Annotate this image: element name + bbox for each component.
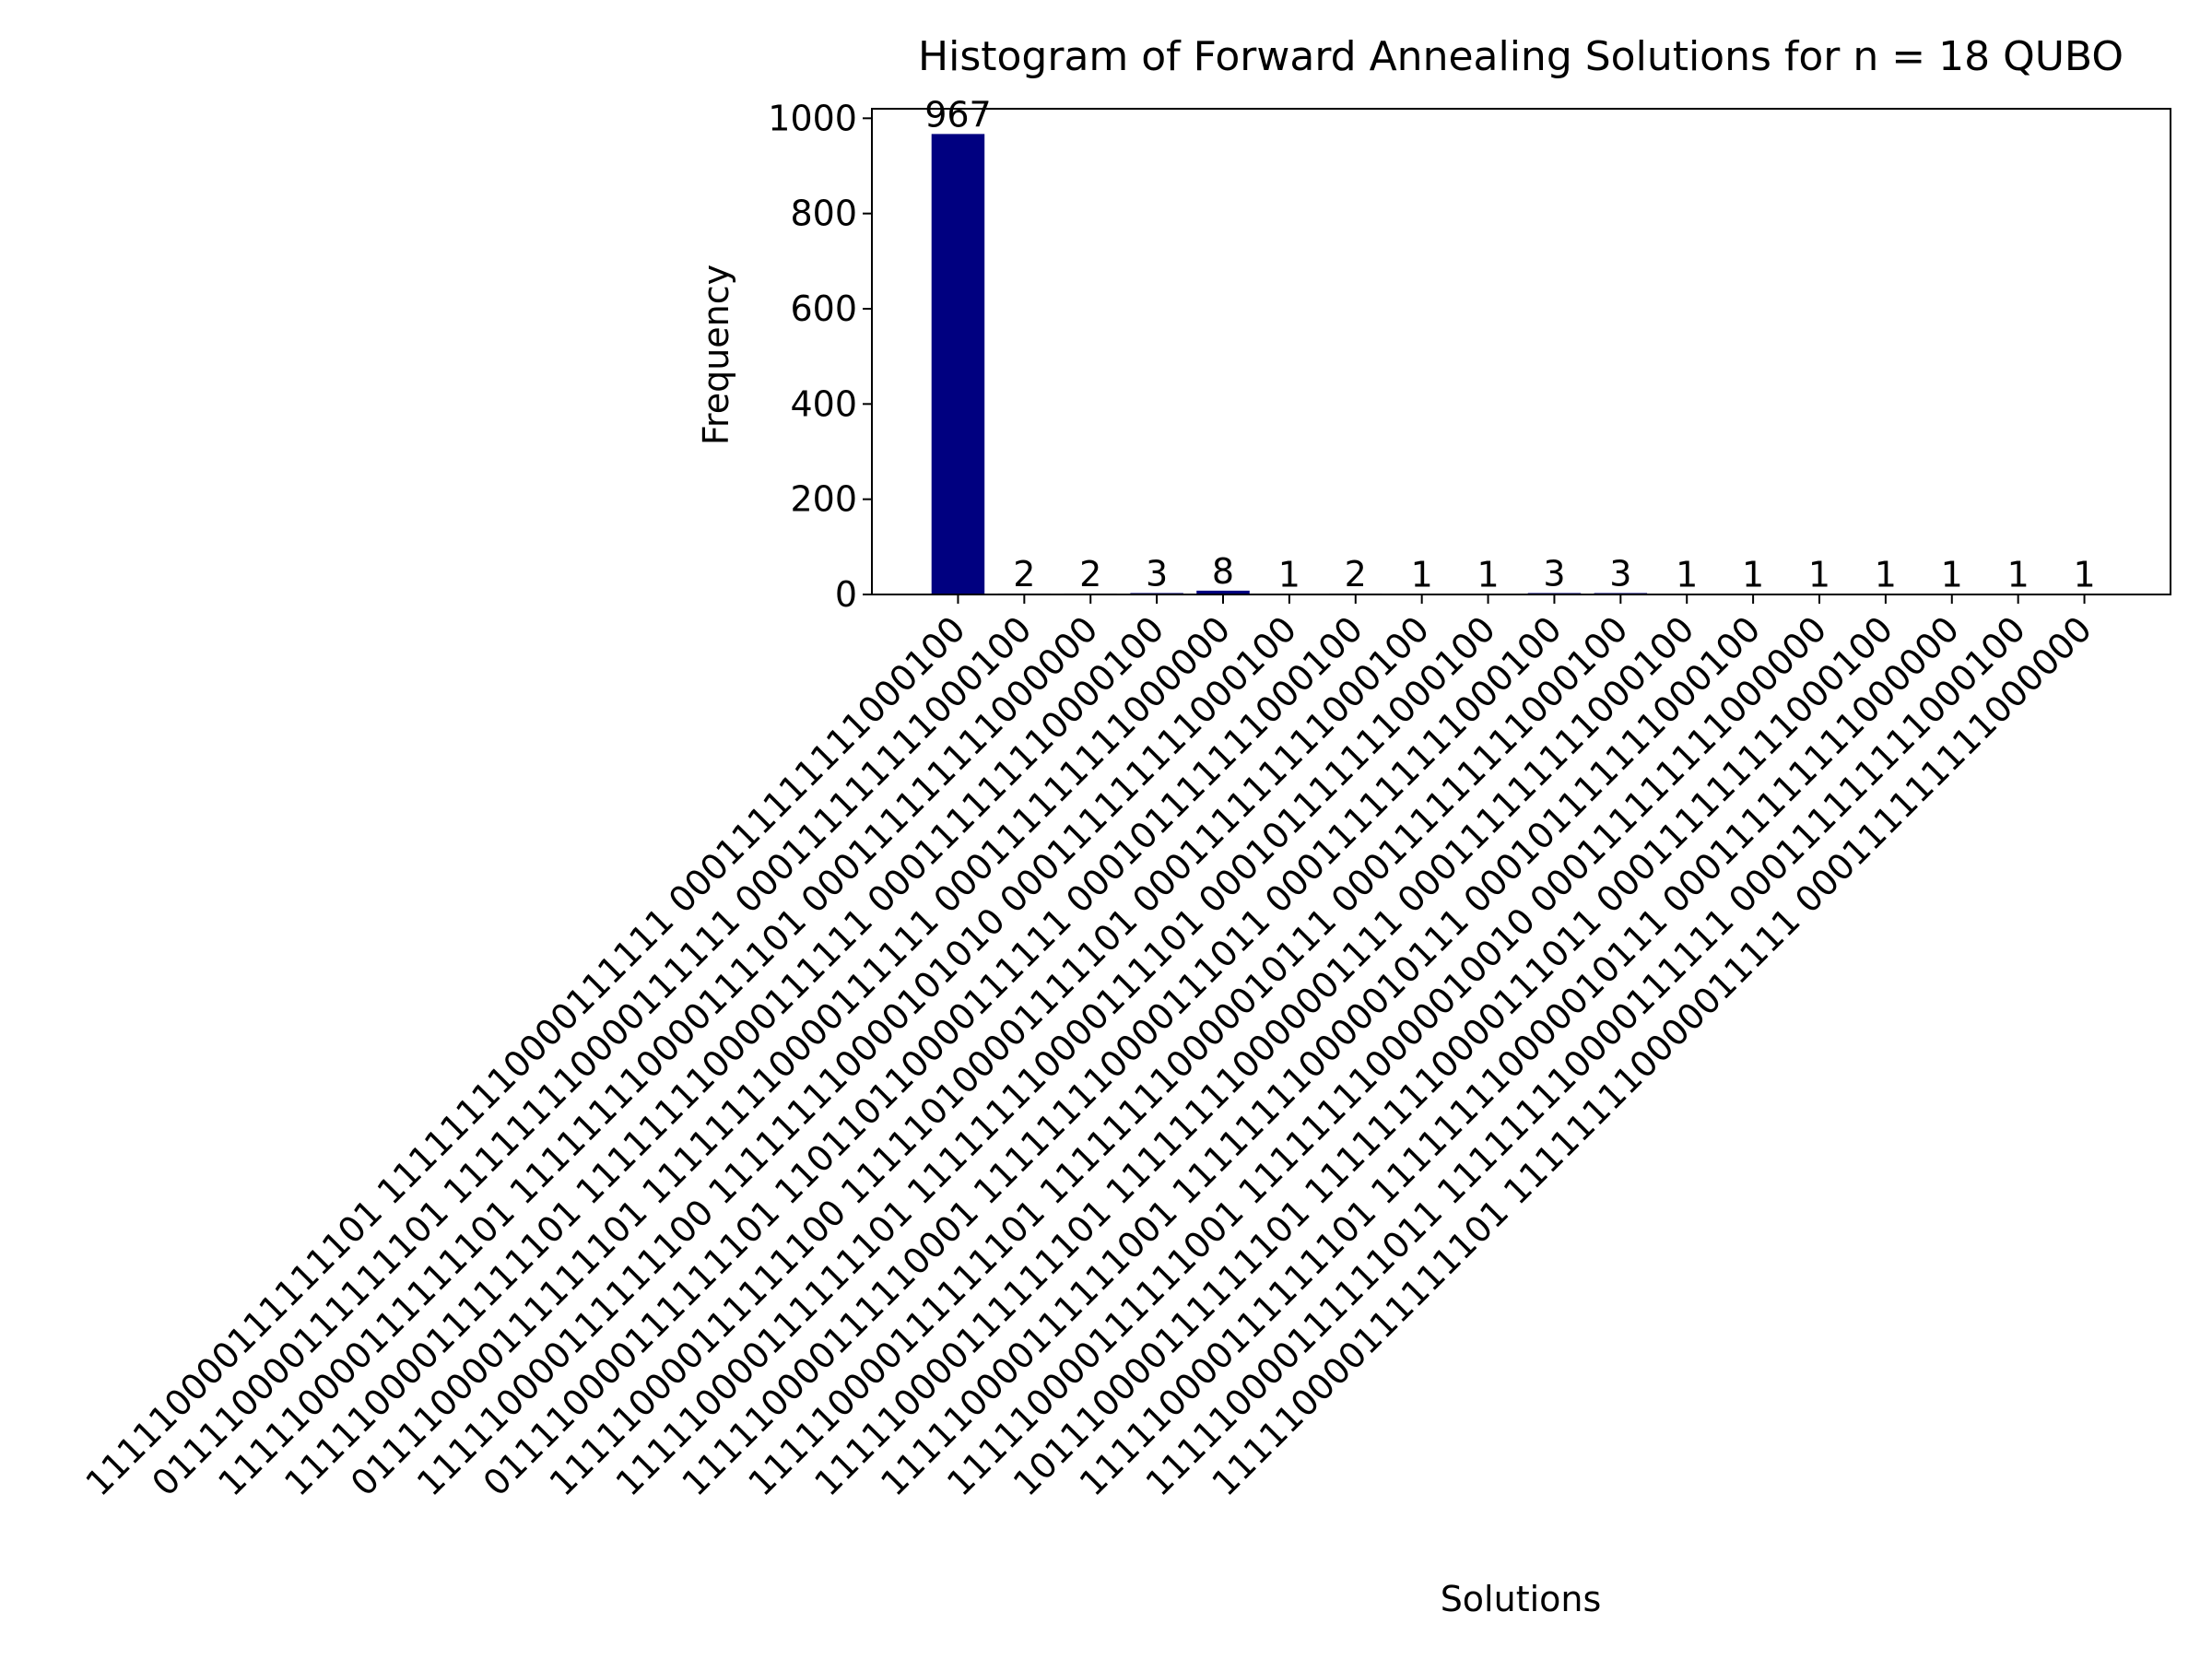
value-label: 1 (1278, 554, 1300, 594)
value-label: 1 (2073, 554, 2095, 594)
y-tick-label: 0 (835, 574, 857, 615)
y-axis-label: Frequency (696, 265, 736, 445)
value-label: 3 (1609, 553, 1631, 594)
y-tick-label: 1000 (768, 98, 857, 138)
value-label: 3 (1543, 553, 1565, 594)
value-label: 1 (2007, 554, 2030, 594)
y-tick-label: 600 (790, 288, 857, 329)
value-label: 2 (1079, 554, 1101, 594)
value-label: 1 (1477, 554, 1499, 594)
value-label: 3 (1146, 553, 1168, 594)
value-label: 2 (1345, 554, 1367, 594)
bar (1196, 590, 1250, 594)
y-tick-label: 200 (790, 479, 857, 520)
value-label: 2 (1013, 554, 1035, 594)
value-label: 1 (1941, 554, 1963, 594)
value-label: 1 (1875, 554, 1897, 594)
value-label: 1 (1808, 554, 1830, 594)
plot-frame (871, 108, 2171, 595)
value-label: 1 (1676, 554, 1698, 594)
value-label: 967 (924, 94, 992, 135)
value-label: 1 (1742, 554, 1764, 594)
y-tick-label: 800 (790, 194, 857, 234)
chart-title: Histogram of Forward Annealing Solutions… (918, 33, 2124, 80)
x-axis-label: Solutions (1441, 1579, 1602, 1619)
value-label: 1 (1411, 554, 1433, 594)
bar (931, 134, 985, 594)
value-label: 8 (1212, 551, 1234, 592)
y-tick-label: 400 (790, 383, 857, 424)
